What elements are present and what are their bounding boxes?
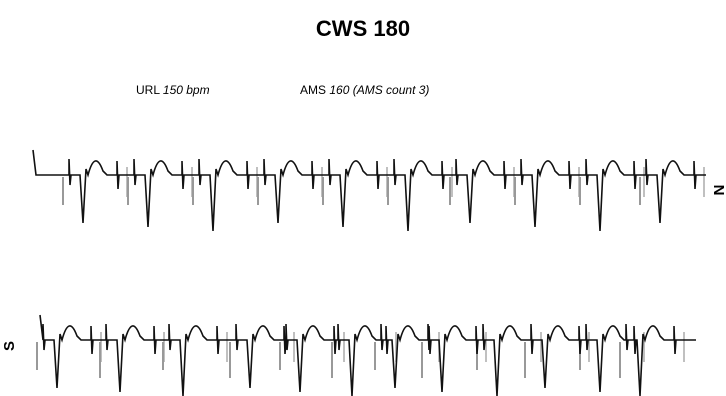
- lead-label: N: [710, 185, 726, 196]
- ams-label: AMS: [300, 83, 326, 97]
- figure: CWS 180 URL 150 bpm AMS 160 (AMS count 3…: [0, 0, 726, 396]
- background: [0, 0, 726, 396]
- url-value: 150 bpm: [163, 83, 210, 97]
- url-label: URL: [136, 83, 160, 97]
- lead-label: S: [1, 341, 18, 351]
- title: CWS 180: [316, 16, 410, 41]
- ams-setting: AMS 160 (AMS count 3): [300, 83, 429, 97]
- url-setting: URL 150 bpm: [136, 83, 210, 97]
- ams-value: 160 (AMS count 3): [329, 83, 429, 97]
